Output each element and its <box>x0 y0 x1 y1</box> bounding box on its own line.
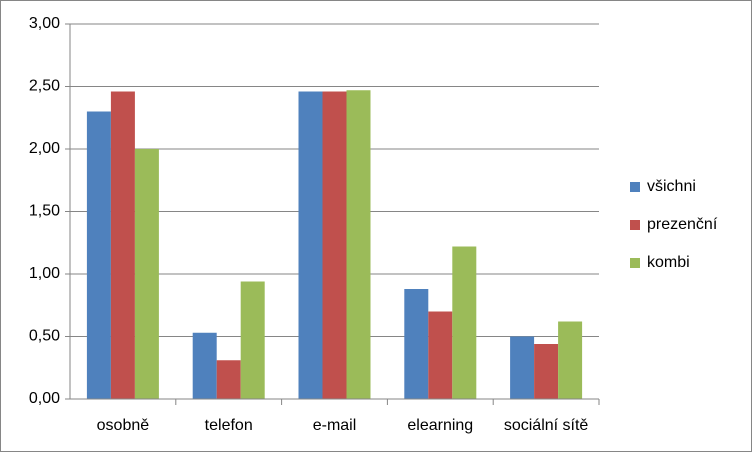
y-tick-label: 0,00 <box>29 390 60 407</box>
x-tick-label: telefon <box>205 417 253 434</box>
bar <box>322 91 347 399</box>
legend-swatch <box>630 182 640 192</box>
y-tick-label: 0,50 <box>29 328 60 345</box>
bar <box>298 91 323 399</box>
y-tick-label: 1,00 <box>29 265 60 282</box>
bar <box>428 311 453 399</box>
legend-swatch <box>630 220 640 230</box>
x-tick-label: osobně <box>97 417 150 434</box>
bar <box>404 289 429 399</box>
x-tick-label: e-mail <box>313 417 357 434</box>
bar <box>510 336 535 399</box>
bar <box>558 321 583 399</box>
x-tick-label: elearning <box>407 417 473 434</box>
bar <box>240 281 265 399</box>
bar <box>86 111 111 399</box>
y-tick-label: 3,00 <box>29 15 60 32</box>
y-tick-label: 1,50 <box>29 203 60 220</box>
legend-swatch <box>630 258 640 268</box>
y-tick-label: 2,50 <box>29 78 60 95</box>
bar <box>192 332 217 399</box>
bar <box>216 360 241 399</box>
bar <box>452 246 477 399</box>
legend-label: všichni <box>647 178 696 195</box>
legend-label: kombi <box>647 254 690 271</box>
y-tick-label: 2,00 <box>29 140 60 157</box>
bar <box>110 91 135 399</box>
x-tick-label: sociální sítě <box>504 417 589 434</box>
bar <box>534 344 559 399</box>
bar <box>346 90 371 399</box>
legend-label: prezenční <box>647 216 718 233</box>
bar <box>134 149 159 399</box>
